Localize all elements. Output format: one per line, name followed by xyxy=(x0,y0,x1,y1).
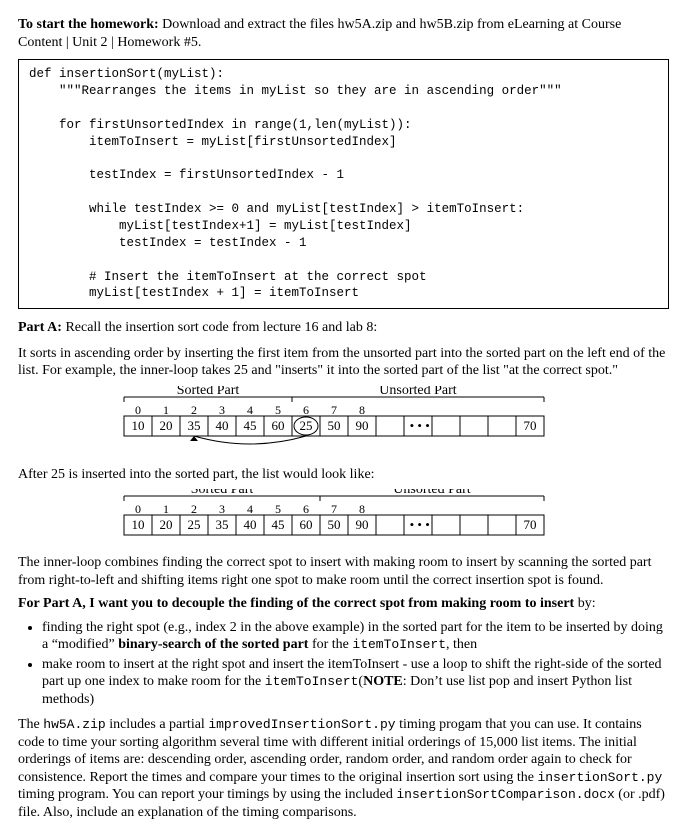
intro-paragraph: To start the homework: Download and extr… xyxy=(18,16,669,51)
svg-text:7: 7 xyxy=(331,403,337,417)
for-part-a-line: For Part A, I want you to decouple the f… xyxy=(18,595,669,613)
svg-text:50: 50 xyxy=(327,418,340,433)
bullet-item: finding the right spot (e.g., index 2 in… xyxy=(42,619,669,654)
svg-text:8: 8 xyxy=(359,502,365,516)
svg-text:2: 2 xyxy=(191,502,197,516)
svg-text:1: 1 xyxy=(163,502,169,516)
svg-text:45: 45 xyxy=(243,418,256,433)
intro-bold: To start the homework: xyxy=(18,17,159,32)
part-a-text: Recall the insertion sort code from lect… xyxy=(62,320,377,335)
svg-text:0: 0 xyxy=(135,502,141,516)
svg-text:10: 10 xyxy=(131,517,144,532)
code-block: def insertionSort(myList): """Rearranges… xyxy=(18,59,669,309)
svg-text:2: 2 xyxy=(191,403,197,417)
svg-text:60: 60 xyxy=(299,517,312,532)
svg-text:40: 40 xyxy=(243,517,256,532)
for-part-a-bold: For Part A, I want you to decouple the f… xyxy=(18,596,574,611)
svg-text:Unsorted Part: Unsorted Part xyxy=(393,489,470,497)
svg-text:40: 40 xyxy=(215,418,228,433)
bullet-list: finding the right spot (e.g., index 2 in… xyxy=(42,619,669,709)
svg-text:0: 0 xyxy=(135,403,141,417)
array-diagram-before: Sorted PartUnsorted Part0123456781020354… xyxy=(84,386,604,456)
svg-text:4: 4 xyxy=(247,502,253,516)
svg-text:25: 25 xyxy=(299,418,312,433)
svg-text:8: 8 xyxy=(359,403,365,417)
part-a-label: Part A: xyxy=(18,320,62,335)
svg-text:45: 45 xyxy=(271,517,284,532)
svg-text:20: 20 xyxy=(159,517,172,532)
closing-paragraph: The hw5A.zip includes a partial improved… xyxy=(18,716,669,821)
part-a-header: Part A: Recall the insertion sort code f… xyxy=(18,319,669,337)
svg-text:4: 4 xyxy=(247,403,253,417)
svg-text:1: 1 xyxy=(163,403,169,417)
svg-text:5: 5 xyxy=(275,502,281,516)
svg-text:50: 50 xyxy=(327,517,340,532)
svg-text:60: 60 xyxy=(271,418,284,433)
inner-loop-text: The inner-loop combines finding the corr… xyxy=(18,554,669,589)
svg-text:6: 6 xyxy=(303,403,309,417)
svg-text:Sorted Part: Sorted Part xyxy=(190,489,253,497)
after-insert-text: After 25 is inserted into the sorted par… xyxy=(18,466,669,484)
svg-text:6: 6 xyxy=(303,502,309,516)
part-a-desc: It sorts in ascending order by inserting… xyxy=(18,345,669,380)
array-diagram-after: Sorted PartUnsorted Part0123456781020253… xyxy=(84,489,604,544)
svg-text:5: 5 xyxy=(275,403,281,417)
svg-text:90: 90 xyxy=(355,418,368,433)
svg-text:• • •: • • • xyxy=(409,517,429,532)
svg-text:7: 7 xyxy=(331,502,337,516)
svg-text:• • •: • • • xyxy=(409,418,429,433)
for-part-a-after: by: xyxy=(574,596,595,611)
svg-text:3: 3 xyxy=(219,502,225,516)
svg-text:3: 3 xyxy=(219,403,225,417)
svg-text:90: 90 xyxy=(355,517,368,532)
svg-text:35: 35 xyxy=(215,517,228,532)
svg-text:35: 35 xyxy=(187,418,200,433)
bullet-item: make room to insert at the right spot an… xyxy=(42,656,669,709)
svg-text:70: 70 xyxy=(523,517,536,532)
svg-text:20: 20 xyxy=(159,418,172,433)
svg-text:10: 10 xyxy=(131,418,144,433)
svg-text:Sorted Part: Sorted Part xyxy=(176,386,239,398)
svg-text:25: 25 xyxy=(187,517,200,532)
svg-text:Unsorted Part: Unsorted Part xyxy=(379,386,456,398)
svg-text:70: 70 xyxy=(523,418,536,433)
